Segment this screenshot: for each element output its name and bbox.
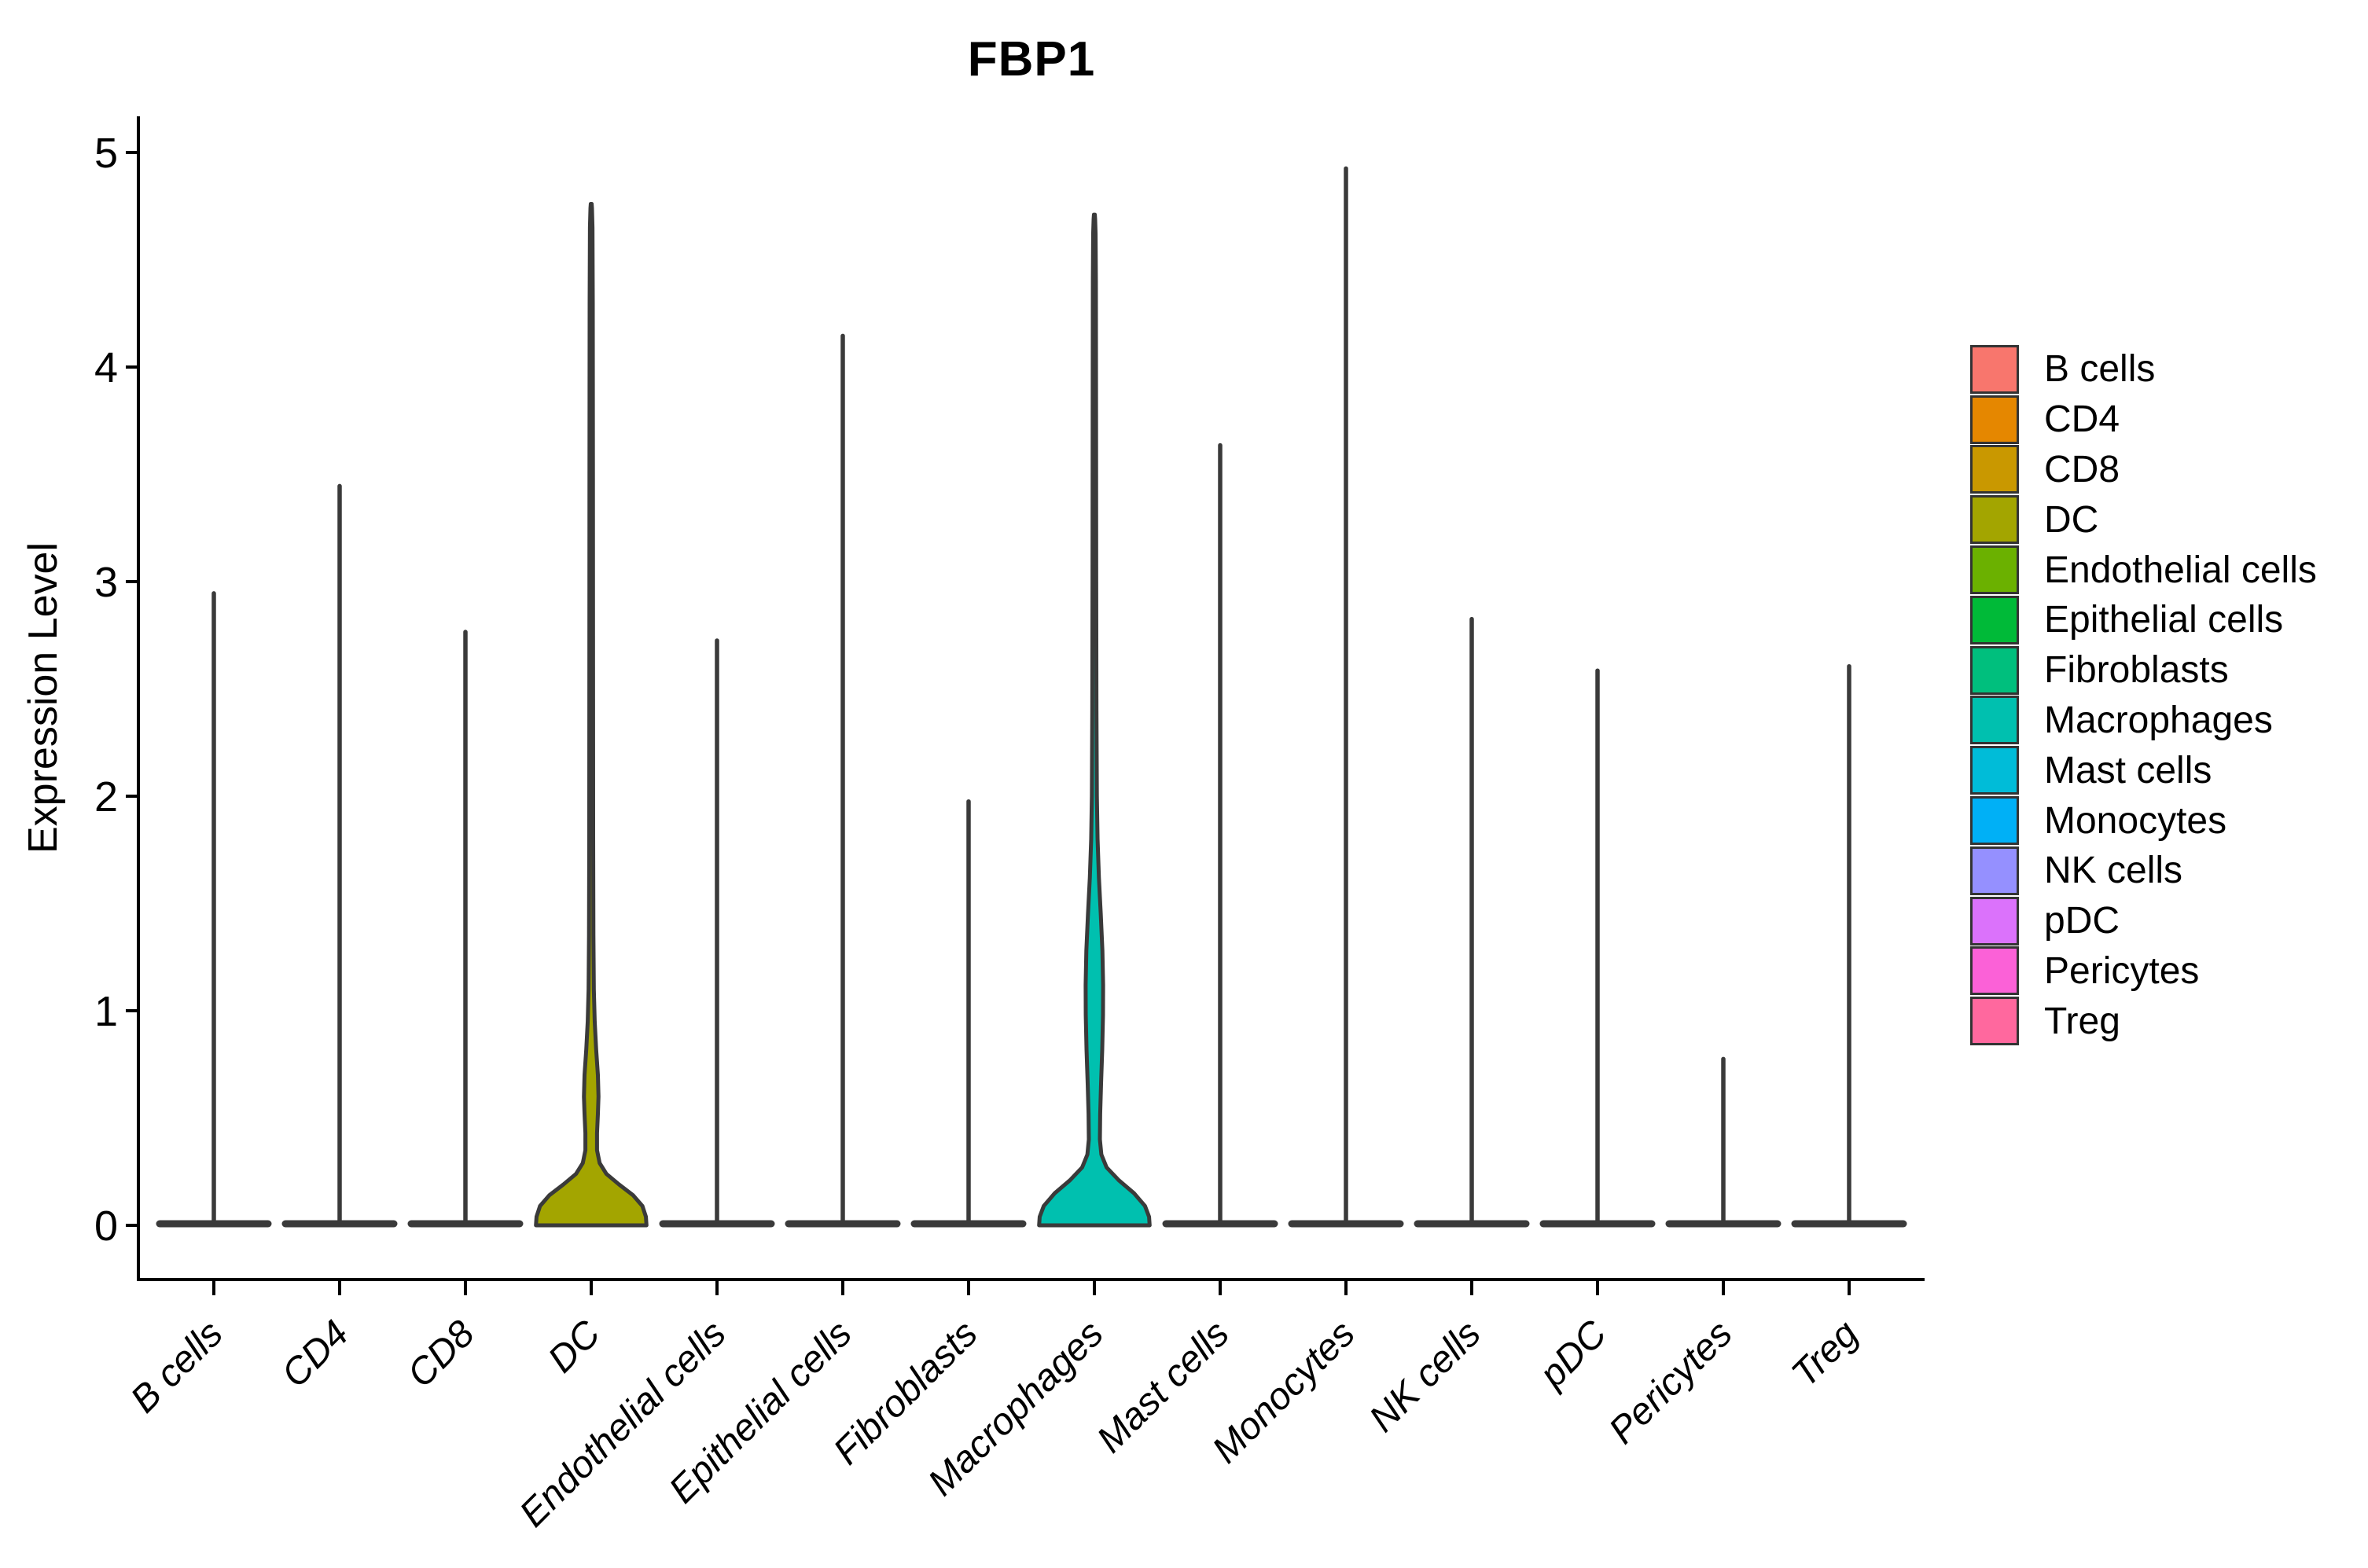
legend: B cells CD4 CD8 DC Endothelial cells Epitheli…	[1970, 344, 2317, 1046]
x-axis-label-cd8: CD8	[399, 1313, 483, 1396]
legend-label-dc: DC	[2044, 498, 2099, 541]
legend-label-fibroblasts: Fibroblasts	[2044, 649, 2229, 692]
violin-macrophages	[1037, 212, 1152, 1228]
legend-item-cd8: CD8	[1970, 445, 2317, 495]
legend-item-nk-cells: NK cells	[1970, 846, 2317, 896]
legend-item-cd4: CD4	[1970, 395, 2317, 445]
legend-item-treg: Treg	[1970, 996, 2317, 1046]
y-tick-label: 4	[94, 344, 118, 391]
y-tick-label: 1	[94, 988, 118, 1035]
legend-item-pdc: pDC	[1970, 896, 2317, 946]
violin-dc	[534, 202, 649, 1228]
legend-swatch-b-cells	[1970, 344, 2019, 394]
legend-swatch-macrophages	[1970, 696, 2019, 745]
legend-item-fibroblasts: Fibroblasts	[1970, 645, 2317, 696]
legend-label-macrophages: Macrophages	[2044, 699, 2273, 741]
x-axis-label-treg: Treg	[1784, 1313, 1866, 1395]
legend-label-endothelial-cells: Endothelial cells	[2044, 549, 2317, 591]
y-tick-label: 3	[94, 559, 118, 606]
x-axis-label-pericytes: Pericytes	[1601, 1313, 1741, 1452]
legend-label-cd8: CD8	[2044, 448, 2120, 490]
y-tick-label: 2	[94, 773, 118, 821]
legend-swatch-cd8	[1970, 445, 2019, 494]
legend-label-pdc: pDC	[2044, 900, 2120, 942]
legend-item-monocytes: Monocytes	[1970, 795, 2317, 846]
legend-label-treg: Treg	[2044, 1000, 2120, 1042]
legend-label-cd4: CD4	[2044, 398, 2120, 441]
x-axis-label-b-cells: B cells	[123, 1313, 230, 1420]
legend-item-mast-cells: Mast cells	[1970, 745, 2317, 795]
legend-swatch-cd4	[1970, 395, 2019, 444]
legend-swatch-mast-cells	[1970, 746, 2019, 795]
legend-label-b-cells: B cells	[2044, 348, 2156, 391]
legend-swatch-dc	[1970, 495, 2019, 545]
legend-item-endothelial-cells: Endothelial cells	[1970, 545, 2317, 595]
legend-swatch-epithelial-cells	[1970, 595, 2019, 644]
legend-item-b-cells: B cells	[1970, 344, 2317, 395]
legend-swatch-fibroblasts	[1970, 645, 2019, 695]
legend-swatch-treg	[1970, 997, 2019, 1046]
x-axis-label-nk-cells: NK cells	[1362, 1313, 1489, 1440]
legend-swatch-nk-cells	[1970, 846, 2019, 895]
legend-item-dc: DC	[1970, 494, 2317, 545]
legend-swatch-monocytes	[1970, 796, 2019, 846]
x-axis-label-cd4: CD4	[274, 1313, 356, 1395]
x-axis-label-dc: DC	[540, 1313, 609, 1381]
legend-label-pericytes: Pericytes	[2044, 949, 2200, 992]
legend-swatch-pericytes	[1970, 946, 2019, 996]
x-axis-label-pdc: pDC	[1531, 1313, 1615, 1397]
legend-item-macrophages: Macrophages	[1970, 696, 2317, 746]
legend-label-mast-cells: Mast cells	[2044, 749, 2212, 791]
legend-swatch-pdc	[1970, 896, 2019, 946]
legend-swatch-endothelial-cells	[1970, 545, 2019, 595]
legend-item-epithelial-cells: Epithelial cells	[1970, 595, 2317, 645]
legend-label-monocytes: Monocytes	[2044, 799, 2227, 842]
chart-title: FBP1	[967, 32, 1096, 86]
legend-label-epithelial-cells: Epithelial cells	[2044, 599, 2284, 641]
y-tick-label: 0	[94, 1203, 118, 1250]
legend-item-pericytes: Pericytes	[1970, 946, 2317, 997]
legend-label-nk-cells: NK cells	[2044, 850, 2183, 892]
y-tick-label: 5	[94, 130, 118, 177]
